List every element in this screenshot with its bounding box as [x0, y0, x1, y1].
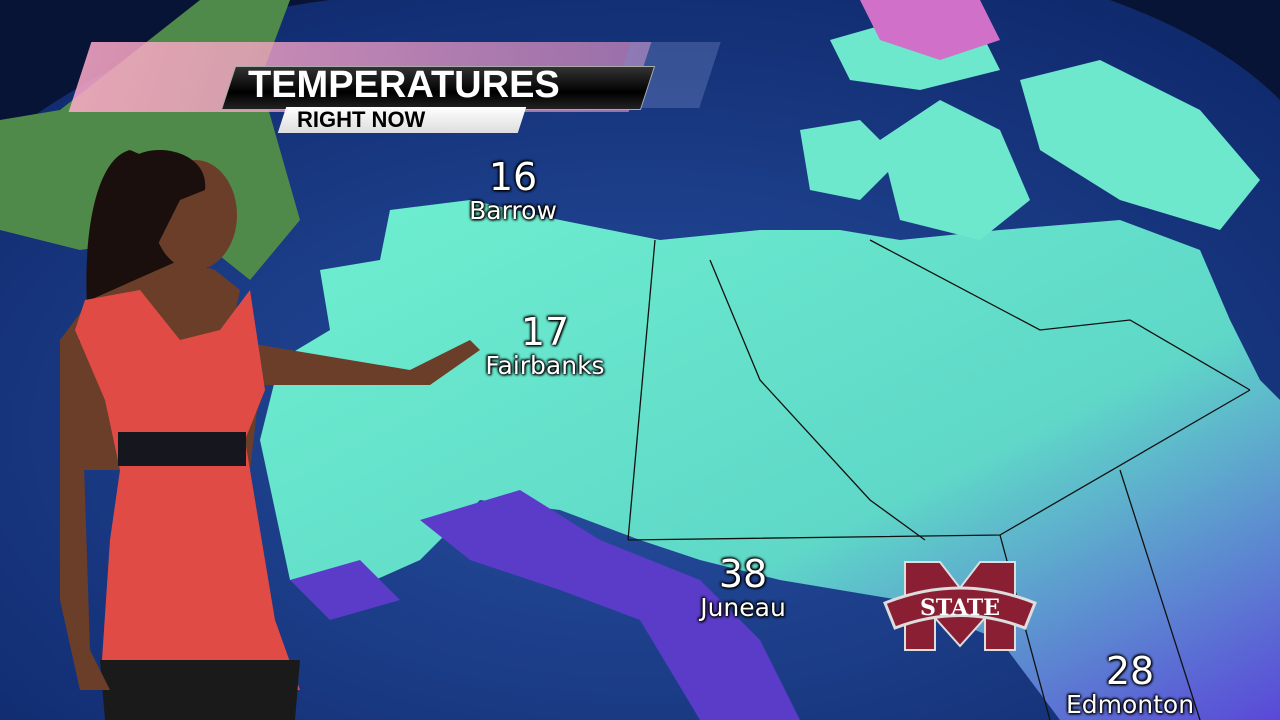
city-barrow: 16 Barrow — [469, 158, 557, 223]
logo-text: STATE — [920, 595, 1000, 621]
city-temp: 28 — [1105, 649, 1155, 693]
city-name: Juneau — [700, 593, 786, 622]
graphic-title: TEMPERATURES — [248, 64, 560, 106]
city-temp: 16 — [488, 155, 538, 199]
land-alaska-canada — [260, 200, 1280, 720]
msu-state-logo: STATE — [880, 558, 1040, 656]
city-fairbanks: 17 Fairbanks — [485, 313, 604, 378]
city-temp: 17 — [520, 310, 570, 354]
city-name: Barrow — [469, 196, 557, 225]
land-arctic-islands — [800, 20, 1260, 240]
city-name: Fairbanks — [485, 351, 605, 380]
graphic-subtitle: RIGHT NOW — [297, 107, 426, 132]
city-name: Edmonton — [1065, 690, 1195, 719]
land-islands-pink — [860, 0, 1000, 60]
land-coast-purple — [290, 490, 800, 720]
city-temp: 38 — [718, 552, 768, 596]
city-edmonton: 28 Edmonton — [1066, 652, 1194, 717]
city-juneau: 38 Juneau — [700, 555, 786, 620]
